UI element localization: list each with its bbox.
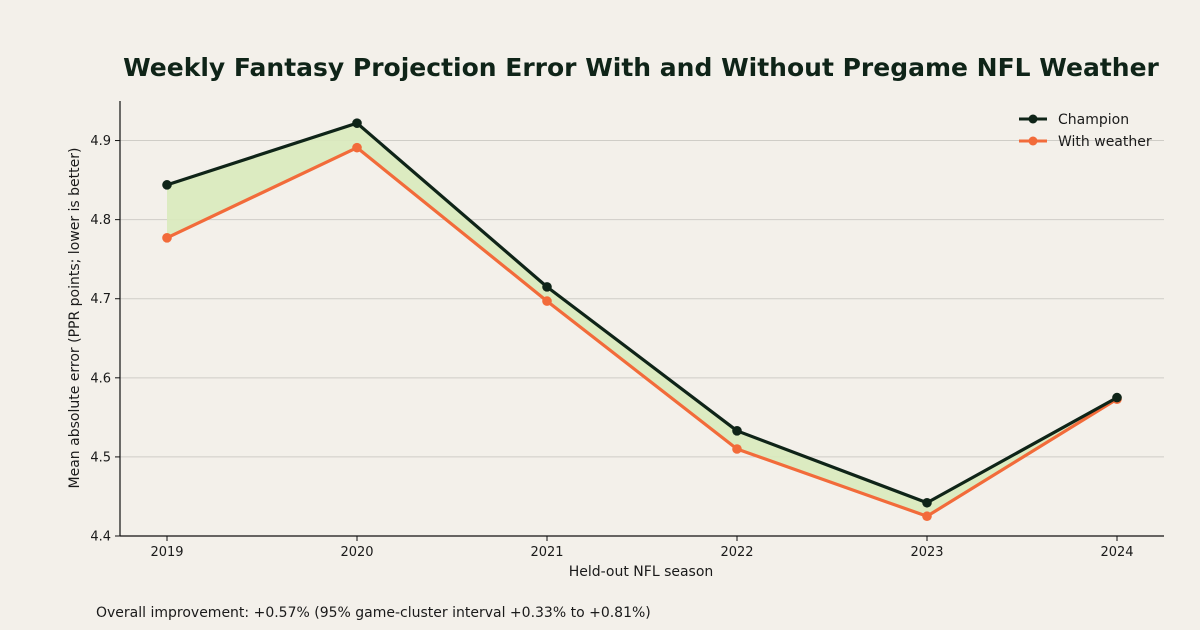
x-tick-label: 2023 <box>910 545 943 560</box>
data-point-champion <box>1112 392 1122 403</box>
legend-label-with-weather: With weather <box>1058 134 1152 150</box>
x-tick-label: 2021 <box>530 545 563 560</box>
data-point-with-weather <box>542 296 552 306</box>
y-tick-label: 4.6 <box>90 371 111 386</box>
legend-item-champion: Champion <box>1019 112 1129 128</box>
legend-label-champion: Champion <box>1058 112 1129 128</box>
data-point-with-weather <box>732 444 742 454</box>
data-point-champion <box>922 497 932 508</box>
series-line-champion <box>166 121 1118 505</box>
x-tick-label: 2022 <box>720 545 753 560</box>
y-tick-label: 4.5 <box>90 450 111 465</box>
legend-item-with-weather: With weather <box>1019 134 1152 150</box>
y-axis-label: Mean absolute error (PPR points; lower i… <box>67 148 83 489</box>
chart-title: Weekly Fantasy Projection Error With and… <box>123 53 1159 82</box>
data-point-with-weather <box>352 142 362 153</box>
x-tick-label: 2024 <box>1100 545 1133 560</box>
legend: Champion With weather <box>1019 112 1152 150</box>
y-ticks: 4.4 4.5 4.6 4.7 4.8 4.9 <box>90 134 120 545</box>
data-point-with-weather <box>162 233 172 243</box>
x-tick-label: 2019 <box>150 545 183 560</box>
improvement-band <box>167 123 1117 517</box>
data-point-champion <box>352 118 362 128</box>
grid-lines <box>120 140 1164 458</box>
y-tick-label: 4.9 <box>90 134 111 149</box>
series-line-with-weather <box>166 146 1118 518</box>
x-axis-label: Held-out NFL season <box>569 564 714 580</box>
legend-marker-champion <box>1028 114 1038 124</box>
legend-marker-with-weather <box>1028 136 1038 146</box>
data-point-champion <box>542 282 552 292</box>
x-ticks: 2019 2020 2021 2022 2023 2024 <box>150 536 1134 560</box>
improvement-fill-area <box>167 123 1117 517</box>
footnote-summary: Overall improvement: +0.57% (95% game-cl… <box>96 605 651 621</box>
data-point-champion <box>162 180 172 190</box>
x-tick-label: 2020 <box>340 545 373 560</box>
series-layer <box>162 118 1122 522</box>
data-point-champion <box>732 426 742 436</box>
y-tick-label: 4.8 <box>90 213 111 228</box>
data-point-with-weather <box>922 511 932 522</box>
y-tick-label: 4.4 <box>90 530 111 545</box>
y-tick-label: 4.7 <box>90 292 111 307</box>
